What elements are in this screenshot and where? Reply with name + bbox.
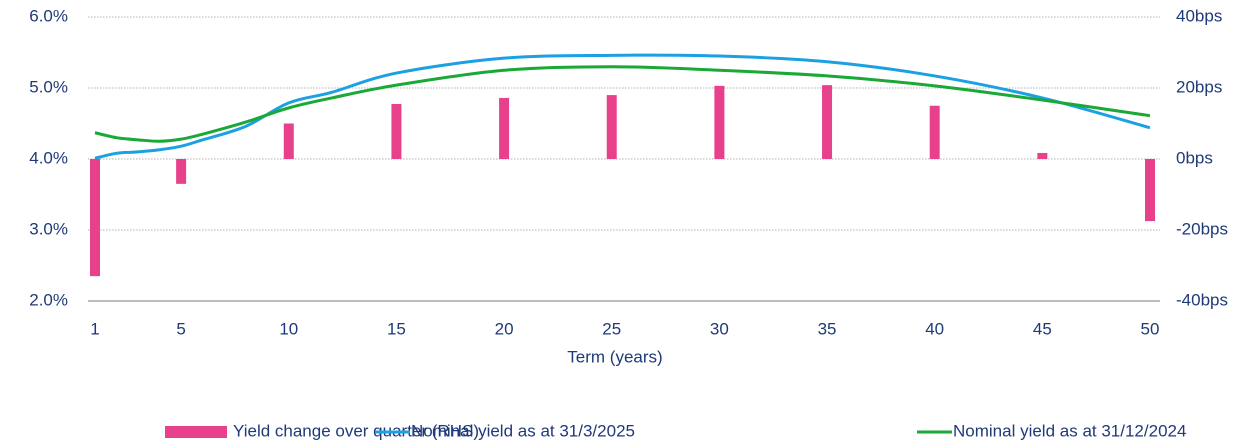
x-tick-label: 35 [818, 319, 837, 338]
y2-tick-label: 20bps [1176, 77, 1222, 96]
y-tick-label: 6.0% [29, 6, 68, 25]
x-tick-label: 50 [1141, 319, 1160, 338]
bar [391, 103, 402, 159]
legend-label: Nominal yield as at 31/12/2024 [953, 421, 1186, 440]
bar [283, 123, 294, 159]
bar [822, 85, 833, 159]
x-tick-label: 30 [710, 319, 729, 338]
x-tick-label: 10 [279, 319, 298, 338]
x-tick-label: 45 [1033, 319, 1052, 338]
y-tick-label: 2.0% [29, 290, 68, 309]
bar [929, 105, 940, 159]
line [94, 65, 1151, 143]
bar [714, 85, 725, 159]
x-axis-title: Term (years) [567, 347, 662, 366]
y2-tick-label: -40bps [1176, 290, 1228, 309]
legend-label: Yield change over quarter (RHS) [233, 421, 479, 440]
y2-tick-label: 40bps [1176, 6, 1222, 25]
bar [1037, 152, 1048, 159]
x-tick-label: 25 [602, 319, 621, 338]
x-tick-label: 20 [495, 319, 514, 338]
line [94, 53, 1151, 160]
bar [1145, 159, 1155, 222]
x-tick-label: 40 [925, 319, 944, 338]
y-tick-label: 4.0% [29, 148, 68, 167]
bar [90, 159, 100, 277]
x-tick-label: 5 [176, 319, 185, 338]
y-tick-label: 3.0% [29, 219, 68, 238]
legend-swatch [165, 426, 227, 438]
bar [499, 97, 510, 159]
legend-label: Nominal yield as at 31/3/2025 [411, 421, 635, 440]
bar [606, 95, 617, 159]
y-tick-label: 5.0% [29, 77, 68, 96]
bar [176, 159, 187, 184]
y2-tick-label: 0bps [1176, 148, 1213, 167]
y2-tick-label: -20bps [1176, 219, 1228, 238]
x-tick-label: 1 [90, 319, 99, 338]
x-tick-label: 15 [387, 319, 406, 338]
